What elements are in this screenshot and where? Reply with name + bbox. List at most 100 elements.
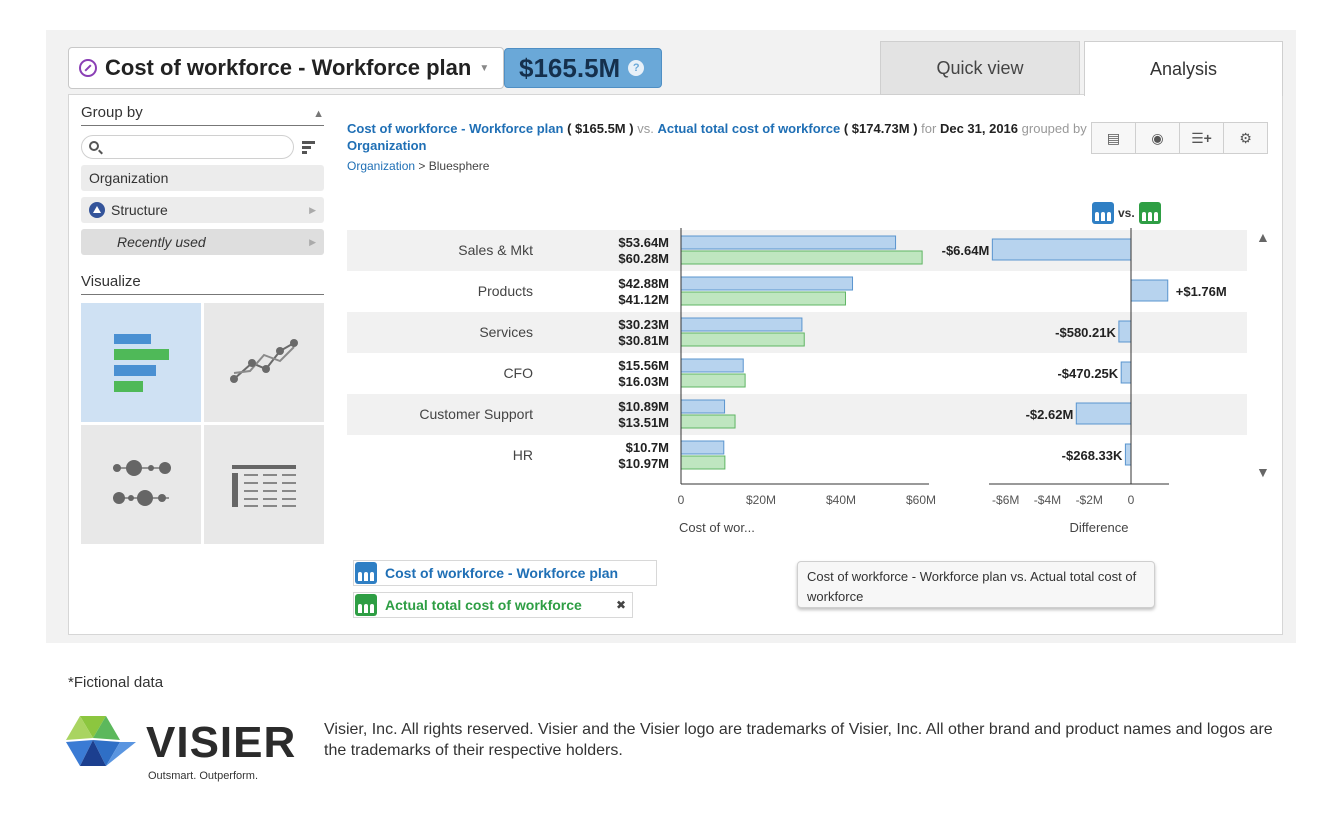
group-by-structure-label: Structure xyxy=(111,202,168,218)
category-label: Sales & Mkt xyxy=(458,242,533,258)
x-tick-label: 0 xyxy=(678,493,685,507)
group-by-header: Group by ▲ xyxy=(81,104,324,126)
chevron-down-icon[interactable]: ▼ xyxy=(479,62,490,74)
bar-chart-icon xyxy=(114,334,169,392)
add-list-button[interactable]: ☰+ xyxy=(1179,122,1224,154)
people-blue-icon xyxy=(355,562,377,584)
sort-icon[interactable] xyxy=(302,140,316,154)
value-label-plan: $10.7M xyxy=(626,440,669,455)
difference-bar xyxy=(991,238,1132,261)
value-label-actual: $30.81M xyxy=(618,333,669,348)
legend-actual-label: Actual total cost of workforce xyxy=(385,597,582,613)
structure-icon xyxy=(89,202,105,218)
visualization-grid xyxy=(81,303,324,544)
search-row xyxy=(81,135,324,159)
group-by-recently-used[interactable]: Recently used ▶ xyxy=(81,229,324,255)
date-link[interactable]: Dec 31, 2016 xyxy=(939,121,1019,136)
x-tick-label: $20M xyxy=(746,493,776,507)
scroll-up-icon[interactable]: ▲ xyxy=(1256,229,1270,245)
group-by-organization[interactable]: Organization xyxy=(81,165,324,191)
bar-actual xyxy=(680,291,846,306)
diff-tick-label: -$6M xyxy=(992,493,1019,507)
difference-bar xyxy=(1075,402,1132,425)
legend-plan-label: Cost of workforce - Workforce plan xyxy=(385,565,619,581)
group-link[interactable]: Organization xyxy=(347,138,427,153)
metric-title: Cost of workforce - Workforce plan xyxy=(105,55,472,80)
metric1-link[interactable]: Cost of workforce - Workforce plan xyxy=(347,121,564,136)
difference-label: -$580.21K xyxy=(1055,325,1116,340)
sidebar: Group by ▲ Organization Structure ▶ Rece… xyxy=(81,104,324,544)
search-input[interactable] xyxy=(81,135,294,159)
visualize-title: Visualize xyxy=(81,273,141,290)
diff-tick-label: -$2M xyxy=(1076,493,1103,507)
group-by-structure[interactable]: Structure ▶ xyxy=(81,197,324,223)
bar-plan xyxy=(680,399,726,414)
breadcrumb-root[interactable]: Organization xyxy=(347,159,416,173)
fictional-data-note: *Fictional data xyxy=(68,674,164,691)
viz-bubble-chart[interactable] xyxy=(81,425,201,544)
table-icon xyxy=(232,465,296,507)
tooltip: Cost of workforce - Workforce plan vs. A… xyxy=(797,561,1155,608)
difference-label: +$1.76M xyxy=(1176,284,1227,299)
value-label-actual: $60.28M xyxy=(618,251,669,266)
difference-label: -$470.25K xyxy=(1057,366,1118,381)
line-chart-icon xyxy=(230,339,298,383)
value-label-plan: $30.23M xyxy=(618,317,669,332)
value-label-plan: $15.56M xyxy=(618,358,669,373)
value-label-actual: $16.03M xyxy=(618,374,669,389)
value-label-actual: $10.97M xyxy=(618,456,669,471)
category-label: Services xyxy=(479,324,533,340)
scroll-down-icon[interactable]: ▼ xyxy=(1256,464,1270,480)
legal-text: Visier, Inc. All rights reserved. Visier… xyxy=(324,721,1273,759)
compass-icon xyxy=(79,59,97,77)
for-text: for xyxy=(921,121,937,136)
tab-analysis[interactable]: Analysis xyxy=(1084,41,1283,96)
bar-plan xyxy=(680,276,854,291)
metric2-link[interactable]: Actual total cost of workforce xyxy=(657,121,841,136)
add-list-icon: ☰+ xyxy=(1191,129,1212,146)
people-green-icon xyxy=(1138,202,1161,224)
visibility-button[interactable]: ◉ xyxy=(1135,122,1180,154)
help-icon[interactable]: ? xyxy=(628,60,645,76)
visier-logo: VISIER Outsmart. Outperform. xyxy=(66,714,295,786)
recently-used-label: Recently used xyxy=(117,234,206,250)
viz-bar-chart[interactable] xyxy=(81,303,201,422)
gear-icon: ⚙ xyxy=(1239,129,1252,146)
difference-label: -$6.64M xyxy=(942,243,990,258)
chevron-right-icon: ▶ xyxy=(309,204,316,215)
category-label: HR xyxy=(513,447,533,463)
comparison-legend: vs. xyxy=(1092,202,1161,224)
value-label-actual: $13.51M xyxy=(618,415,669,430)
sort-button[interactable]: ▤ xyxy=(1091,122,1136,154)
bar-actual xyxy=(680,455,726,470)
visier-logo-mark-icon xyxy=(66,716,136,766)
diff-tick-label: 0 xyxy=(1128,493,1135,507)
bar-actual xyxy=(680,373,746,388)
breadcrumb-current: Bluesphere xyxy=(428,159,490,173)
metric-selector[interactable]: Cost of workforce - Workforce plan ▼ xyxy=(68,47,504,89)
difference-label: -$2.62M xyxy=(1026,407,1074,422)
legend-item-actual[interactable]: Actual total cost of workforce ✖ xyxy=(353,592,633,618)
viz-table[interactable] xyxy=(204,425,324,544)
chevron-right-icon: ▶ xyxy=(309,236,316,247)
group-by-title: Group by xyxy=(81,104,143,121)
collapse-icon[interactable]: ▲ xyxy=(313,108,324,120)
close-icon[interactable]: ✖ xyxy=(615,598,626,612)
logo-word: VISIER xyxy=(146,718,297,767)
value-label-plan: $10.89M xyxy=(618,399,669,414)
search-icon xyxy=(89,141,99,151)
settings-button[interactable]: ⚙ xyxy=(1223,122,1268,154)
vs-label: vs. xyxy=(1118,206,1135,220)
difference-bar xyxy=(1130,279,1169,302)
analysis-description: Cost of workforce - Workforce plan ( $16… xyxy=(347,120,1087,154)
metric-value-badge: $165.5M ? xyxy=(504,48,662,88)
people-green-icon xyxy=(355,594,377,616)
legend-item-plan[interactable]: Cost of workforce - Workforce plan xyxy=(353,560,657,586)
metric2-value: ( $174.73M ) xyxy=(843,121,918,136)
tab-quick-view[interactable]: Quick view xyxy=(880,41,1080,95)
x-axis-label: Cost of wor... xyxy=(679,520,755,535)
logo-tagline: Outsmart. Outperform. xyxy=(148,770,259,782)
viz-line-chart[interactable] xyxy=(204,303,324,422)
metric-value: $165.5M xyxy=(519,52,621,83)
bar-actual xyxy=(680,414,736,429)
